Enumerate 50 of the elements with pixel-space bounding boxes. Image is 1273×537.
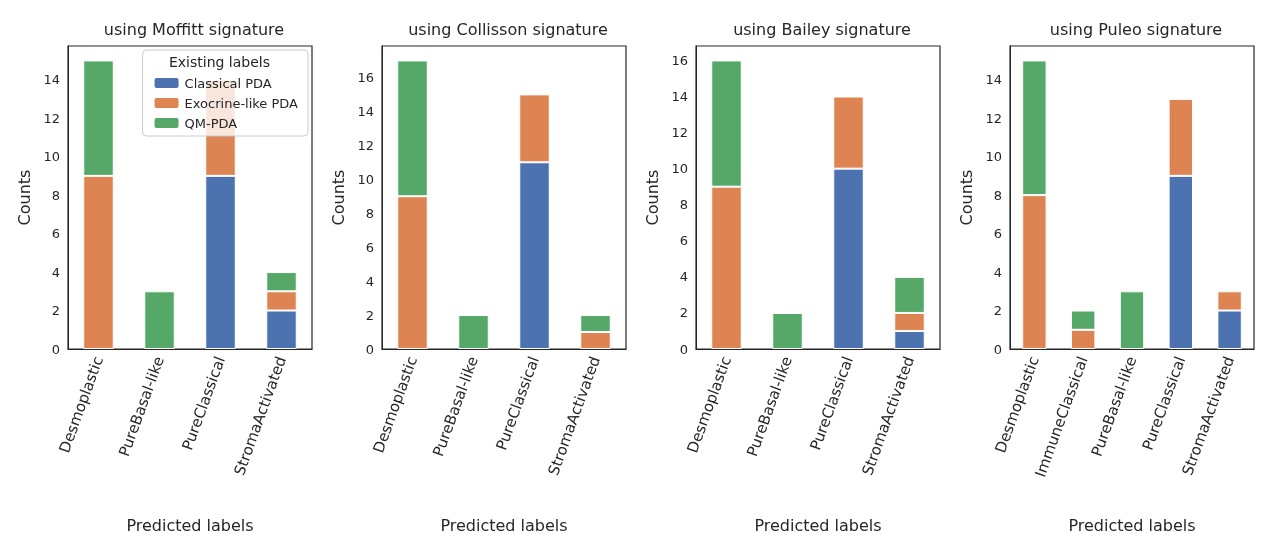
y-tick-label: 10 <box>671 161 688 177</box>
y-tick-label: 2 <box>51 303 60 319</box>
x-axis-title: Predicted labels <box>754 515 882 535</box>
legend-label: Classical PDA <box>184 75 272 91</box>
y-tick-label: 4 <box>51 264 60 280</box>
y-tick-label: 16 <box>357 69 374 85</box>
y-axis-title: Counts <box>328 169 348 226</box>
chart-title: using Moffitt signature <box>103 19 285 39</box>
x-axis-title: Predicted labels <box>440 515 568 535</box>
y-tick-label: 8 <box>993 187 1002 203</box>
y-tick-label: 2 <box>365 307 374 323</box>
chart-title: using Collisson signature <box>408 19 608 39</box>
y-tick-label: 0 <box>993 341 1002 357</box>
y-axis-title: Counts <box>956 169 976 226</box>
legend-title: Existing labels <box>168 54 271 70</box>
legend-label: Exocrine-like PDA <box>184 95 299 111</box>
y-tick-label: 6 <box>679 233 688 249</box>
y-tick-label: 8 <box>51 187 60 203</box>
y-tick-label: 2 <box>993 303 1002 319</box>
y-tick-label: 8 <box>365 205 374 221</box>
y-tick-label: 6 <box>51 226 60 242</box>
y-tick-label: 10 <box>357 171 374 187</box>
y-axis-title: Counts <box>14 169 34 226</box>
y-tick-label: 12 <box>43 110 60 126</box>
y-axis-title: Counts <box>642 169 662 226</box>
y-tick-label: 4 <box>993 264 1002 280</box>
y-tick-label: 0 <box>51 341 60 357</box>
y-tick-label: 14 <box>43 72 60 88</box>
y-tick-label: 12 <box>985 110 1002 126</box>
y-tick-label: 0 <box>679 341 688 357</box>
x-axis-title: Predicted labels <box>126 515 254 535</box>
legend-label: QM-PDA <box>184 115 238 131</box>
y-tick-label: 12 <box>671 125 688 141</box>
y-tick-label: 6 <box>365 239 374 255</box>
chart-title: using Puleo signature <box>1049 19 1223 39</box>
y-tick-label: 12 <box>357 137 374 153</box>
y-tick-label: 14 <box>671 89 688 104</box>
y-tick-label: 8 <box>679 197 688 213</box>
y-tick-label: 14 <box>357 103 374 119</box>
y-tick-label: 10 <box>43 149 60 165</box>
chart-title: using Bailey signature <box>733 19 911 39</box>
y-tick-label: 4 <box>365 273 374 289</box>
y-tick-label: 10 <box>985 149 1002 165</box>
y-tick-label: 16 <box>671 52 688 68</box>
y-tick-label: 0 <box>365 341 374 357</box>
x-axis-title: Predicted labels <box>1068 515 1196 535</box>
y-tick-label: 14 <box>985 72 1002 88</box>
y-tick-label: 6 <box>993 226 1002 242</box>
y-tick-label: 2 <box>679 305 688 321</box>
y-tick-label: 4 <box>679 269 688 285</box>
